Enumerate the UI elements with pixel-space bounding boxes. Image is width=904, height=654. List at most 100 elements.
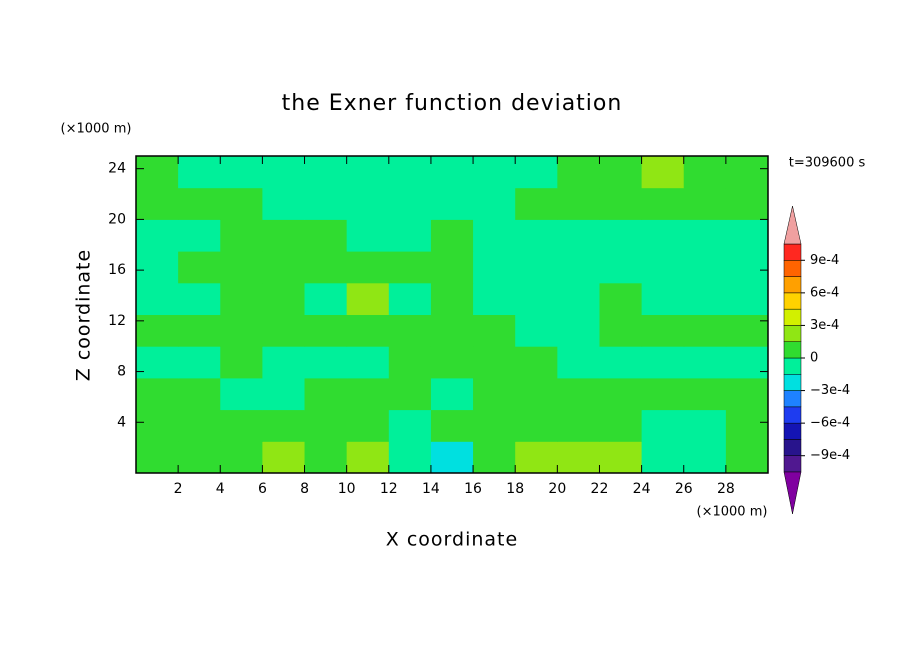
x-tick-label: 16: [464, 481, 482, 497]
field-cell: [683, 219, 727, 252]
field-cell: [473, 251, 516, 284]
field-cell: [641, 187, 685, 220]
colorbar-tick-label: −9e-4: [810, 448, 850, 463]
field-cell: [515, 251, 558, 284]
field-cell: [304, 441, 348, 474]
field-cell: [473, 314, 516, 347]
field-cell: [304, 409, 348, 442]
field-cell: [599, 187, 643, 220]
field-cell: [346, 251, 390, 284]
colorbar-box: [783, 260, 802, 277]
field-cell: [178, 346, 221, 379]
field-cell: [683, 251, 727, 284]
colorbar-box: [783, 439, 802, 456]
field-cell: [430, 314, 474, 347]
field-cell: [304, 219, 348, 252]
field-cell: [136, 187, 179, 220]
y-tick-label: 8: [117, 364, 126, 380]
field-cell: [473, 441, 516, 474]
y-axis-label: Z coordinate: [73, 249, 95, 381]
field-cell: [262, 282, 306, 315]
x-tick-label: 10: [338, 481, 356, 497]
colorbar-box: [783, 406, 802, 424]
colorbar-box: [783, 308, 802, 326]
field-cell: [178, 219, 221, 252]
y-tick-label: 16: [108, 262, 126, 278]
field-cell: [136, 251, 179, 284]
field-cell: [304, 187, 348, 220]
field-cell: [136, 314, 179, 347]
field-cell: [599, 346, 643, 379]
field-cell: [388, 346, 432, 379]
colorbar-box: [783, 292, 802, 310]
field-cell: [557, 282, 600, 315]
field-cell: [388, 314, 432, 347]
y-tick-label: 4: [117, 414, 126, 430]
field-cell: [430, 441, 474, 474]
field-cell: [599, 441, 643, 474]
field-cell: [725, 282, 769, 315]
x-tick-label: 24: [633, 481, 651, 497]
x-tick-label: 14: [422, 481, 440, 497]
field-cell: [178, 251, 221, 284]
colorbar-tick-label: 0: [810, 351, 818, 366]
field-cell: [557, 219, 600, 252]
field-cell: [683, 441, 727, 474]
field-cell: [515, 156, 558, 189]
field-cell: [473, 282, 516, 315]
field-cell: [220, 314, 263, 347]
field-cell: [725, 187, 769, 220]
field-cell: [725, 156, 769, 189]
field-cell: [262, 156, 306, 189]
field-cell: [515, 441, 558, 474]
colorbar-box: [783, 357, 802, 375]
field-cell: [599, 282, 643, 315]
field-cell: [136, 441, 179, 474]
x-tick-label: 12: [380, 481, 398, 497]
field-cell: [304, 251, 348, 284]
x-tick-label: 18: [506, 481, 524, 497]
field-cell: [388, 187, 432, 220]
field-cell: [683, 409, 727, 442]
field-cell: [346, 156, 390, 189]
field-cell: [262, 251, 306, 284]
field-cell: [557, 314, 600, 347]
colorbar-tick-label: −3e-4: [810, 383, 850, 398]
field-cell: [515, 314, 558, 347]
x-tick-label: 4: [216, 481, 225, 497]
field-cell: [388, 377, 432, 411]
field-cell: [641, 251, 685, 284]
field-cell: [136, 346, 179, 379]
field-cell: [178, 377, 221, 411]
field-cell: [725, 441, 769, 474]
x-tick-label: 28: [717, 481, 735, 497]
field-cell: [136, 409, 179, 442]
field-cell: [220, 409, 263, 442]
field-cell: [262, 441, 306, 474]
field-cell: [515, 377, 558, 411]
x-tick-label: 22: [591, 481, 609, 497]
field-cell: [430, 251, 474, 284]
colorbar-box: [783, 341, 802, 359]
field-cell: [473, 377, 516, 411]
field-cell: [725, 377, 769, 411]
colorbar-tick-label: 3e-4: [810, 318, 839, 333]
field-cell: [641, 377, 685, 411]
field-cell: [346, 441, 390, 474]
field-cell: [178, 187, 221, 220]
field-cell: [220, 377, 263, 411]
colorbar-box: [783, 243, 802, 261]
field-cell: [557, 441, 600, 474]
field-cell: [430, 187, 474, 220]
field-cell: [346, 282, 390, 315]
colorbar-box: [783, 390, 802, 408]
field-cell: [304, 156, 348, 189]
x-unit: (×1000 m): [697, 505, 768, 520]
field-cell: [346, 187, 390, 220]
field-cell: [683, 187, 727, 220]
field-cell: [473, 346, 516, 379]
field-cell: [683, 377, 727, 411]
field-cell: [599, 314, 643, 347]
field-cell: [515, 409, 558, 442]
